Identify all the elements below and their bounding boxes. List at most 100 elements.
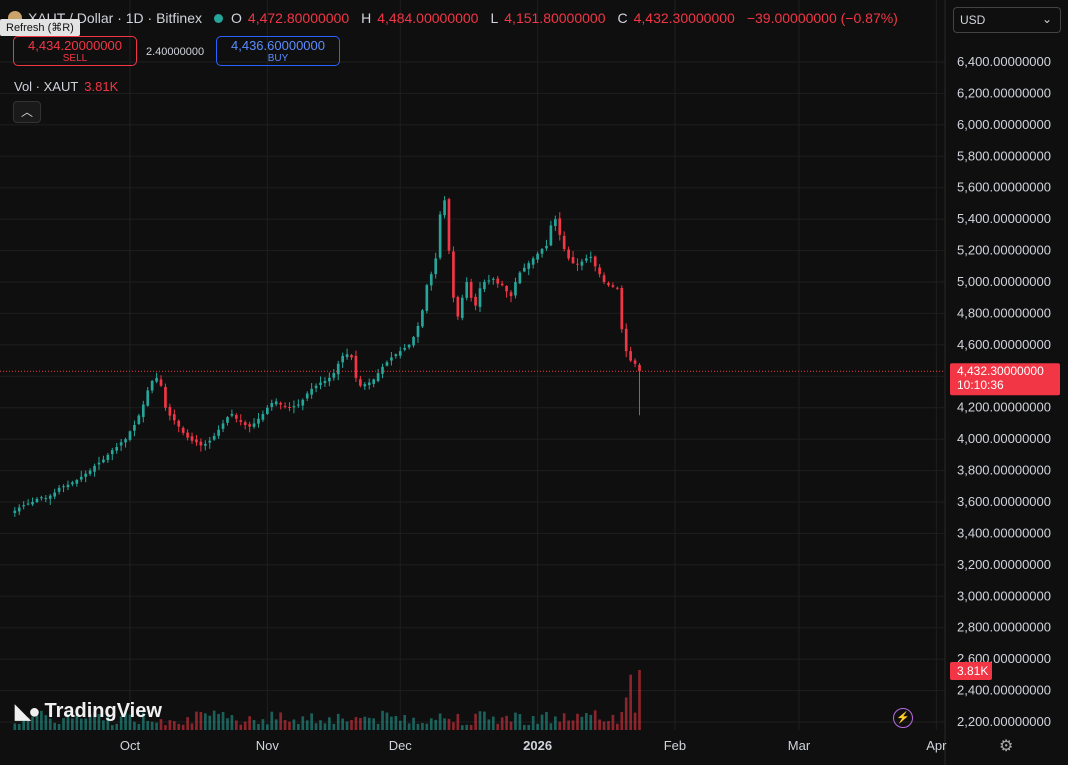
volume-bar — [598, 719, 601, 730]
volume-bar — [283, 720, 287, 730]
candle-body — [376, 373, 380, 381]
candle-body — [416, 326, 420, 337]
volume-bar — [22, 720, 25, 730]
candle-body — [385, 362, 389, 366]
candle-body — [545, 245, 548, 249]
candle-body — [71, 482, 74, 485]
volume-bar — [567, 720, 570, 730]
volume-bar — [310, 713, 313, 730]
collapse-legend-button[interactable]: ︿ — [13, 101, 41, 123]
candle-body — [137, 415, 141, 424]
volume-bar — [491, 716, 495, 730]
volume-bar — [301, 716, 305, 730]
volume-bar — [292, 719, 296, 730]
candle-body — [363, 384, 367, 387]
volume-bar — [57, 724, 61, 730]
candle-body — [301, 399, 305, 406]
sell-label: SELL — [62, 53, 88, 64]
candle-body — [580, 261, 584, 266]
volume-bar — [106, 714, 110, 730]
volume-bar — [239, 724, 243, 730]
x-tick-label: Oct — [120, 738, 141, 753]
volume-legend[interactable]: Vol · XAUT 3.81K — [14, 79, 118, 94]
volume-bar — [571, 720, 575, 730]
candle-body — [124, 439, 127, 443]
volume-bar — [186, 717, 189, 730]
candle-body — [589, 256, 593, 258]
candle-body — [549, 225, 553, 246]
spread-value: 2.40000000 — [146, 46, 205, 58]
volume-bar — [181, 724, 185, 730]
volume-bar — [629, 674, 632, 730]
volume-bar — [128, 714, 132, 730]
candle-body — [598, 267, 601, 275]
change-value: −39.00000000 (−0.87%) — [746, 10, 898, 26]
candle-body — [394, 354, 398, 357]
y-tick-label: 2,200.00000000 — [957, 714, 1051, 729]
candle-body — [102, 459, 105, 463]
candle-body — [97, 462, 101, 465]
volume-bar — [159, 719, 163, 730]
y-tick-label: 6,200.00000000 — [957, 85, 1051, 100]
volume-bar — [425, 723, 429, 730]
volume-bar — [376, 723, 380, 730]
volume-bar — [110, 725, 114, 730]
candle-body — [181, 427, 185, 433]
volume-bar — [266, 724, 269, 730]
chevron-down-icon: ⌄ — [1041, 12, 1052, 26]
volume-bar — [478, 711, 482, 730]
candle-body — [491, 278, 495, 280]
candle-body — [48, 495, 52, 499]
candle-body — [35, 498, 39, 503]
volume-bar — [620, 712, 624, 730]
volume-bar — [79, 718, 83, 730]
candle-body — [208, 440, 212, 443]
volume-bar — [385, 712, 389, 730]
buy-button[interactable]: 4,436.60000000 BUY — [216, 36, 340, 66]
volume-bar — [518, 714, 522, 730]
volume-bar — [505, 715, 508, 730]
volume-bar — [203, 713, 207, 730]
candle-body — [119, 442, 123, 446]
x-tick-label: 2026 — [523, 738, 552, 753]
volume-bar — [88, 714, 92, 730]
volume-bar — [248, 716, 251, 730]
volume-bar — [257, 723, 260, 730]
candle-body — [629, 351, 632, 361]
buy-label: BUY — [267, 53, 289, 64]
currency-select[interactable]: USD ⌄ — [953, 7, 1061, 33]
price-badge-countdown: 10:10:36 — [957, 378, 1004, 392]
volume-bar — [527, 724, 531, 730]
candle-body — [412, 337, 415, 346]
volume-bar — [354, 717, 358, 730]
volume-bar — [447, 718, 451, 730]
candle-body — [217, 429, 220, 436]
candle-body — [283, 406, 287, 408]
candle-body — [469, 282, 473, 298]
candle-body — [31, 502, 34, 505]
volume-bar — [323, 723, 327, 730]
candle-body — [447, 199, 451, 251]
candle-body — [40, 497, 43, 499]
volume-bar — [93, 712, 96, 730]
volume-bar — [416, 723, 420, 730]
gear-icon[interactable]: ⚙ — [999, 738, 1014, 755]
volume-bar — [412, 717, 415, 730]
volume-bar — [297, 723, 300, 730]
candle-body — [261, 414, 265, 420]
status-dot-icon — [214, 13, 224, 23]
volume-bar — [336, 713, 340, 730]
currency-value: USD — [960, 13, 986, 27]
candle-body — [53, 492, 57, 497]
sell-button[interactable]: 4,434.20000000 SELL — [13, 36, 137, 66]
volume-bar — [593, 710, 597, 730]
candle-body — [429, 274, 433, 286]
candle-body — [602, 275, 606, 282]
volume-bar — [230, 715, 234, 730]
symbol-legend: XAUT / Dollar · 1D · Bitfinex O 4,472.800… — [8, 10, 904, 26]
candle-body — [505, 285, 508, 292]
lightning-icon[interactable]: ⚡ — [893, 708, 913, 728]
candle-body — [607, 283, 610, 286]
candle-body — [239, 420, 243, 422]
